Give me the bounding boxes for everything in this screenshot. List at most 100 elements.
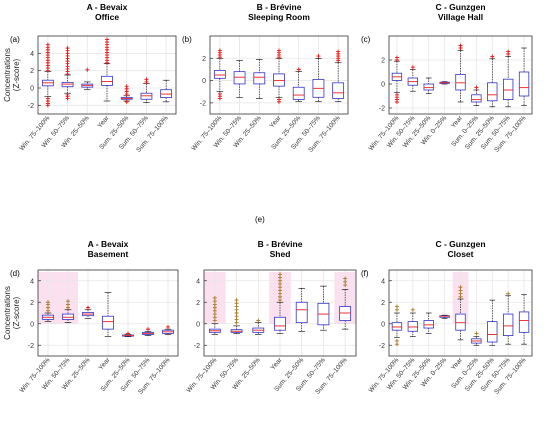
x-category-label: Year bbox=[450, 356, 464, 371]
outlier-point bbox=[65, 46, 70, 51]
box-body bbox=[455, 313, 466, 331]
box-body bbox=[339, 306, 352, 321]
box-body bbox=[213, 70, 226, 79]
plot-frame bbox=[37, 269, 179, 357]
outlier-point bbox=[124, 99, 129, 104]
box-9 bbox=[518, 294, 530, 345]
box-body bbox=[423, 83, 434, 91]
outlier-point bbox=[336, 49, 341, 54]
box-6 bbox=[471, 85, 482, 106]
box-body bbox=[407, 321, 419, 332]
outlier-point bbox=[394, 342, 399, 347]
y-tick-label: 4 bbox=[196, 278, 200, 285]
box-7 bbox=[332, 49, 345, 103]
outlier-point bbox=[217, 48, 222, 53]
outlier-point bbox=[394, 304, 399, 309]
y-tick-label: -2 bbox=[28, 343, 34, 350]
y-tick-label: 2 bbox=[30, 300, 34, 307]
box-7 bbox=[160, 79, 173, 103]
y-axis-label: Concentrations bbox=[3, 48, 12, 102]
panel-label: (c) bbox=[361, 35, 371, 44]
outlier-point bbox=[394, 55, 399, 60]
plot-frame bbox=[388, 269, 533, 357]
box-body bbox=[423, 320, 434, 329]
chart-subtitle: Office bbox=[95, 12, 119, 22]
outlier-point bbox=[144, 77, 149, 82]
y-tick-label: 2 bbox=[196, 300, 200, 307]
x-category-label: Year bbox=[270, 356, 284, 371]
box-2 bbox=[407, 307, 419, 337]
outlier-point bbox=[45, 42, 50, 47]
y-tick-label: 4 bbox=[381, 278, 385, 285]
box-4 bbox=[102, 292, 114, 337]
chart-title: B - Brévine bbox=[258, 239, 303, 249]
outlier-point bbox=[316, 54, 321, 59]
outlier-point bbox=[166, 324, 170, 329]
chart-title: C - Gunzgen bbox=[435, 2, 485, 12]
y-tick-label: 4 bbox=[30, 51, 34, 58]
y-tick-label: 0 bbox=[202, 78, 206, 85]
outlier-point bbox=[490, 54, 495, 59]
y-tick-label: -2 bbox=[379, 343, 385, 350]
box-body bbox=[471, 94, 482, 103]
y-tick-label: 0 bbox=[381, 321, 385, 328]
outlier-point bbox=[296, 67, 301, 72]
box-body bbox=[233, 71, 246, 85]
outlier-point bbox=[65, 96, 70, 101]
chart-subtitle: Basement bbox=[88, 249, 129, 259]
y-axis-label: Concentrations bbox=[3, 286, 12, 340]
plot-frame bbox=[209, 35, 349, 115]
x-category-label: Year bbox=[269, 114, 283, 129]
box-1 bbox=[213, 48, 226, 101]
box-1 bbox=[391, 304, 403, 347]
outlier-point bbox=[394, 100, 399, 104]
panel-label: (a) bbox=[10, 35, 20, 44]
y-tick-label: -2 bbox=[28, 103, 34, 110]
chart-title: C - Gunzgen bbox=[435, 239, 485, 249]
x-category-label: Year bbox=[98, 356, 112, 371]
outlier-point bbox=[458, 285, 463, 290]
box-5 bbox=[120, 84, 133, 104]
box-2 bbox=[230, 298, 243, 334]
y-tick-label: -2 bbox=[379, 106, 385, 113]
box-1 bbox=[42, 300, 54, 322]
outlier-point bbox=[66, 299, 70, 304]
box-5 bbox=[295, 287, 308, 332]
box-3 bbox=[423, 312, 434, 334]
chart-title: A - Bevaix bbox=[87, 2, 128, 12]
box-2 bbox=[61, 46, 74, 101]
y-axis-label-units: (Z-score) bbox=[12, 58, 21, 91]
box-2 bbox=[233, 60, 246, 98]
box-2 bbox=[407, 65, 419, 92]
outlier-point bbox=[212, 295, 217, 300]
outlier-point bbox=[506, 291, 511, 296]
box-body bbox=[455, 74, 466, 91]
box-4 bbox=[439, 81, 450, 85]
outlier-point bbox=[105, 37, 109, 42]
chart-title: B - Brévine bbox=[257, 2, 302, 12]
chart-subtitle: Closet bbox=[448, 249, 474, 259]
chart-title: A - Bevaix bbox=[88, 239, 129, 249]
box-3 bbox=[252, 318, 265, 335]
outlier-point bbox=[146, 327, 150, 332]
panel-label: (f) bbox=[361, 269, 369, 278]
outlier-point bbox=[277, 48, 281, 53]
box-1 bbox=[391, 55, 403, 104]
panel-label-e: (e) bbox=[255, 215, 265, 224]
box-4 bbox=[439, 314, 450, 319]
box-3 bbox=[253, 59, 266, 99]
chart-subtitle: Village Hall bbox=[438, 12, 483, 22]
box-4 bbox=[274, 272, 286, 334]
box-5 bbox=[122, 331, 134, 337]
outlier-point bbox=[474, 331, 479, 336]
box-body bbox=[62, 313, 74, 320]
box-body bbox=[274, 316, 286, 331]
x-category-label: Year bbox=[450, 114, 464, 129]
outlier-point bbox=[343, 276, 348, 281]
y-tick-label: -2 bbox=[200, 100, 206, 107]
outlier-point bbox=[86, 305, 90, 310]
